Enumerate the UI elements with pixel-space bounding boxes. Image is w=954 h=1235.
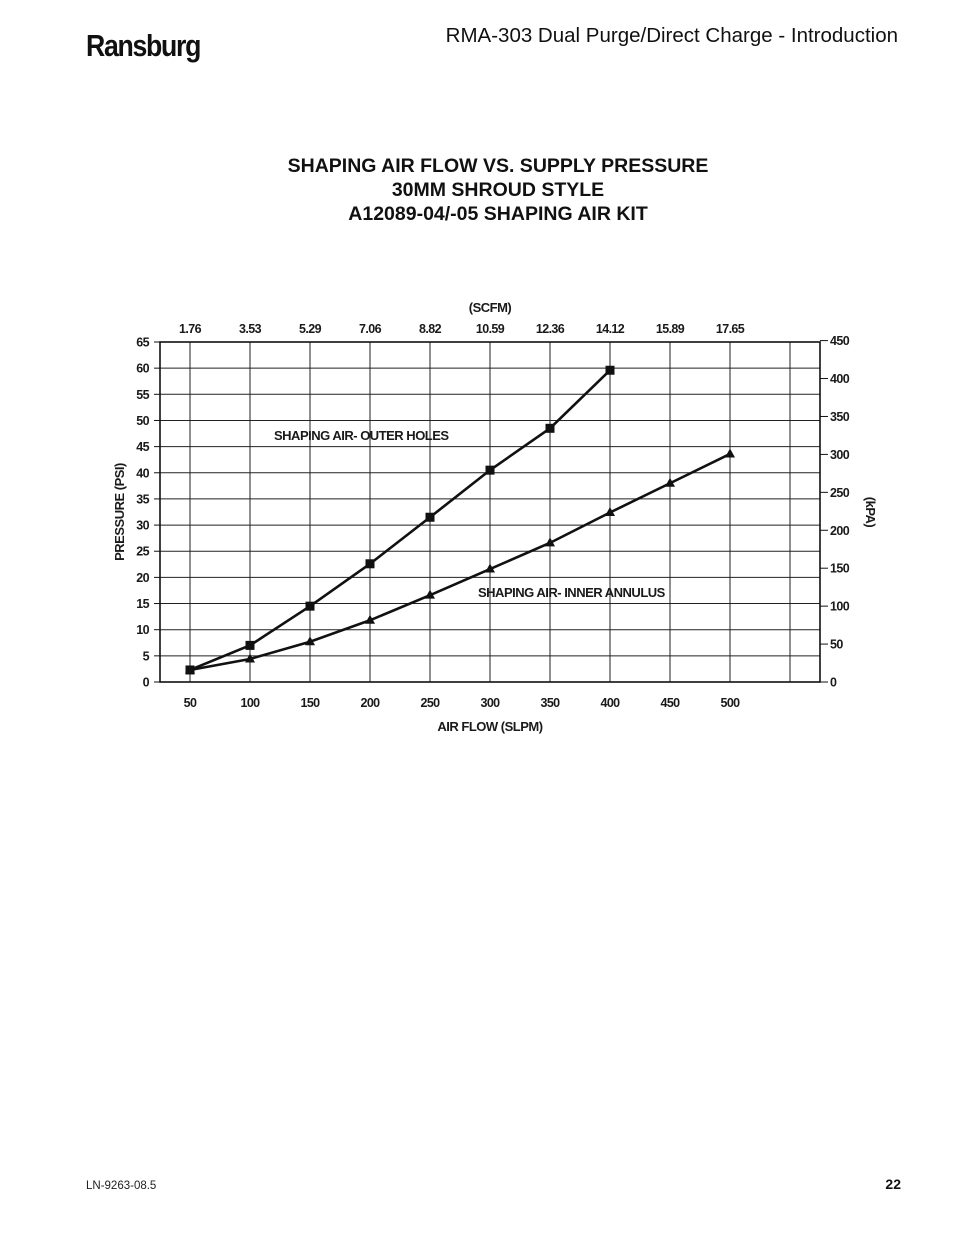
scfm-tick-label: 5.29 xyxy=(299,322,322,336)
data-point-triangle xyxy=(665,477,675,487)
y-tick-label: 50 xyxy=(136,414,149,428)
kpa-tick-label: 300 xyxy=(830,448,850,462)
series-line-outer-holes xyxy=(189,369,611,672)
y-tick-label: 15 xyxy=(136,597,149,611)
y-tick-label: 20 xyxy=(136,571,149,585)
scfm-axis-label: (SCFM) xyxy=(469,300,512,315)
data-point-triangle xyxy=(545,537,555,547)
x-axis-label: AIR FLOW (SLPM) xyxy=(437,719,542,734)
x-tick-label: 250 xyxy=(420,696,440,710)
kpa-tick-label: 250 xyxy=(830,486,850,500)
y-tick-label: 65 xyxy=(136,336,149,350)
kpa-tick-label: 400 xyxy=(830,372,850,386)
y-tick-label: 40 xyxy=(136,466,149,480)
scfm-tick-label: 3.53 xyxy=(239,322,262,336)
x-tick-label: 200 xyxy=(360,696,380,710)
y-tick-label: 30 xyxy=(136,519,149,533)
kpa-tick-label: 150 xyxy=(830,562,850,576)
chart-title-line-2: 30MM SHROUD STYLE xyxy=(391,179,605,201)
chart-series xyxy=(185,365,735,675)
x-tick-label: 150 xyxy=(300,696,320,710)
scfm-tick-label: 8.82 xyxy=(419,322,442,336)
data-point-square xyxy=(545,423,555,433)
series-line-inner-annulus xyxy=(189,452,731,672)
kpa-tick-label: 0 xyxy=(830,676,837,690)
scfm-tick-label: 7.06 xyxy=(359,322,382,336)
y-tick-label: 45 xyxy=(136,440,149,454)
data-point-square xyxy=(245,640,255,650)
kpa-tick-label: 450 xyxy=(830,334,850,348)
data-point-triangle xyxy=(185,664,195,674)
x-tick-label: 50 xyxy=(184,696,197,710)
x-tick-label: 450 xyxy=(660,696,680,710)
y-axis-label: PRESSURE (PSI) xyxy=(112,463,127,561)
scfm-tick-label: 10.59 xyxy=(476,322,505,336)
data-point-square xyxy=(305,601,315,611)
scfm-tick-label: 17.65 xyxy=(716,322,745,336)
series-label-outer-holes: SHAPING AIR- OUTER HOLES xyxy=(274,428,449,443)
data-point-triangle xyxy=(425,589,435,599)
document-title: RMA-303 Dual Purge/Direct Charge - Intro… xyxy=(445,24,898,47)
kpa-axis-label: (kPA) xyxy=(863,497,878,528)
data-point-triangle xyxy=(245,653,255,663)
y-tick-label: 60 xyxy=(136,362,149,376)
company-logo: Ransburg xyxy=(86,28,201,63)
chart-title-line-1: SHAPING AIR FLOW VS. SUPPLY PRESSURE xyxy=(287,155,709,177)
data-point-triangle xyxy=(605,507,615,517)
page-number: 22 xyxy=(885,1176,901,1192)
x-tick-label: 500 xyxy=(720,696,740,710)
y-tick-label: 35 xyxy=(136,492,149,506)
y-tick-label: 0 xyxy=(143,676,150,690)
data-point-square xyxy=(365,559,375,569)
kpa-tick-label: 200 xyxy=(830,524,850,538)
kpa-tick-label: 100 xyxy=(830,600,850,614)
kpa-tick-label: 50 xyxy=(830,638,843,652)
y-tick-label: 5 xyxy=(143,649,150,663)
kpa-tick-label: 350 xyxy=(830,410,850,424)
plot-frame xyxy=(159,341,821,683)
x-tick-label: 100 xyxy=(240,696,260,710)
chart-grid xyxy=(160,342,820,682)
y-tick-label: 55 xyxy=(136,388,149,402)
data-point-triangle xyxy=(725,448,735,458)
data-point-triangle xyxy=(365,614,375,624)
scfm-tick-label: 1.76 xyxy=(179,322,202,336)
x-tick-label: 300 xyxy=(480,696,500,710)
x-tick-label: 350 xyxy=(540,696,560,710)
y-tick-label: 10 xyxy=(136,623,149,637)
scfm-tick-label: 12.36 xyxy=(536,322,565,336)
series-label-inner-annulus: SHAPING AIR- INNER ANNULUS xyxy=(478,585,666,600)
data-point-triangle xyxy=(485,563,495,573)
x-tick-label: 400 xyxy=(600,696,620,710)
chart-title-line-3: A12089-04/-05 SHAPING AIR KIT xyxy=(348,203,648,225)
scfm-tick-label: 15.89 xyxy=(656,322,685,336)
data-point-square xyxy=(605,365,615,375)
data-point-triangle xyxy=(305,636,315,646)
data-point-square xyxy=(485,465,495,475)
data-point-square xyxy=(425,512,435,522)
y-tick-label: 25 xyxy=(136,545,149,559)
scfm-tick-label: 14.12 xyxy=(596,322,625,336)
document-number: LN-9263-08.5 xyxy=(86,1180,157,1192)
